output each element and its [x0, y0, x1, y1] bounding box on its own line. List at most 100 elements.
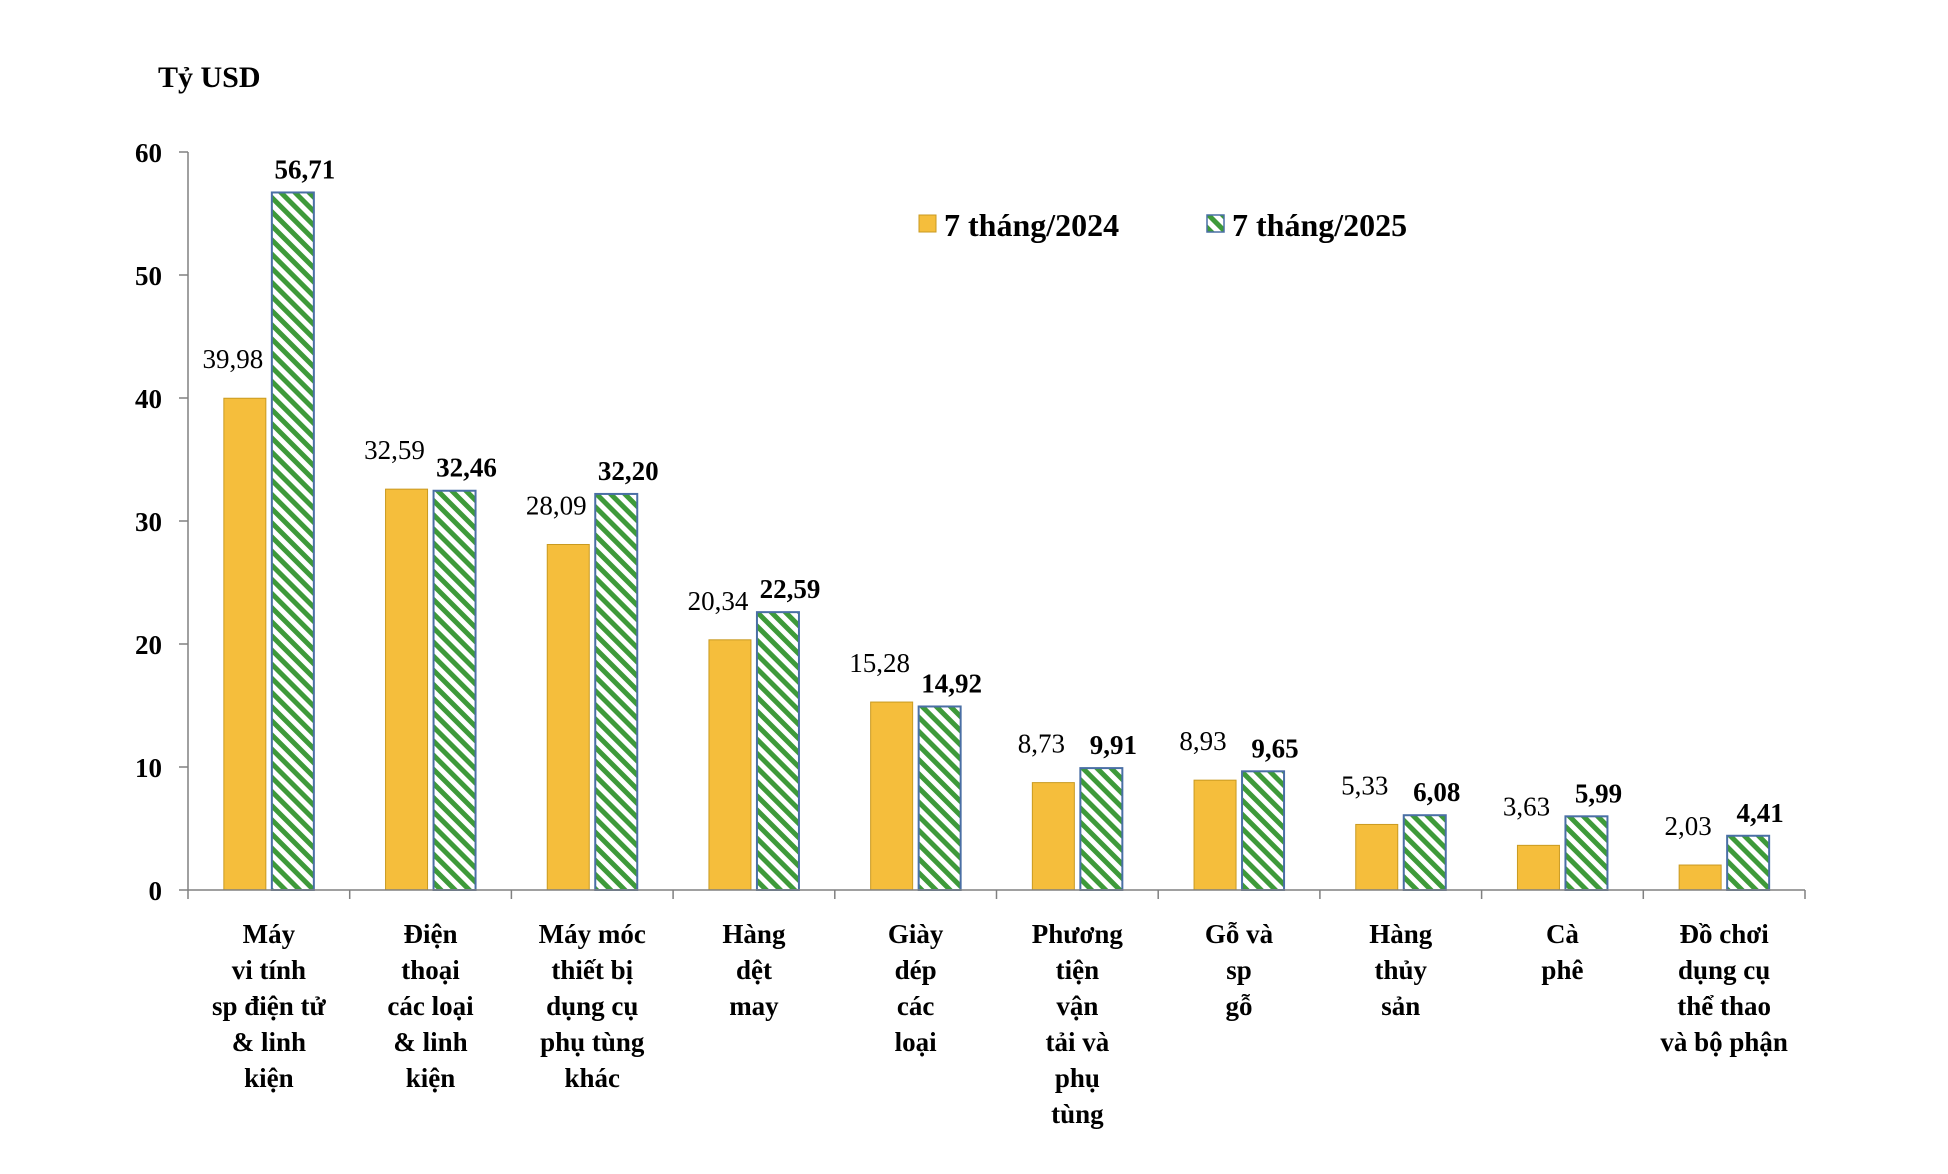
- bars-group: [223, 191, 1771, 892]
- x-category-label-line: loại: [895, 1027, 938, 1057]
- legend-swatch-2024: [918, 214, 937, 233]
- x-category-label: Đồ chơi dụng cụ thể thao và bộ phận: [1660, 919, 1788, 1057]
- bar-2024: [1031, 782, 1075, 891]
- y-axis: 0 10 20 30 40 50 60: [135, 138, 189, 906]
- bar-2025: [1241, 770, 1286, 891]
- x-category-label-line: may: [729, 991, 779, 1021]
- data-label-2025: 56,71: [274, 154, 335, 184]
- x-category-label-line: tải và: [1045, 1027, 1109, 1057]
- x-category-label: Máy móc thiết bị dụng cụ phụ tùng khác: [539, 919, 646, 1093]
- bar-2024: [546, 543, 590, 891]
- x-category-label-line: kiện: [406, 1063, 456, 1093]
- legend-label-2025: 7 tháng/2025: [1232, 207, 1407, 243]
- y-tick-label: 60: [135, 138, 162, 168]
- x-category-label-line: Hàng: [1369, 919, 1433, 949]
- y-tick-label: 10: [135, 753, 162, 783]
- x-category-label-line: các: [897, 991, 934, 1021]
- x-category-label: Máy vi tính sp điện tử & linh kiện: [212, 919, 327, 1093]
- legend-swatch-2025: [1206, 214, 1225, 233]
- bar-2024: [223, 397, 267, 891]
- x-category-label-line: các loại: [387, 991, 474, 1021]
- x-category-label: Gỗ và sp gỗ: [1205, 919, 1274, 1021]
- x-category-label-line: sp: [1226, 955, 1252, 985]
- x-category-label: Cà phê: [1541, 919, 1583, 985]
- data-label-2025: 6,08: [1413, 777, 1460, 807]
- x-category-label-line: thoại: [401, 955, 460, 985]
- x-category-label-line: Máy móc: [539, 919, 646, 949]
- bar-2025: [1564, 815, 1609, 891]
- x-category-label-line: vận: [1056, 991, 1098, 1021]
- bar-2025: [755, 611, 800, 891]
- data-label-2024: 3,63: [1503, 791, 1550, 821]
- bar-2024: [1678, 864, 1722, 891]
- data-label-2025: 9,91: [1090, 730, 1137, 760]
- bar-2025: [1402, 814, 1447, 891]
- y-tick-label: 30: [135, 507, 162, 537]
- bar-2025: [270, 191, 315, 892]
- data-label-2025: 4,41: [1737, 798, 1784, 828]
- x-category-label-line: & linh: [232, 1027, 306, 1057]
- x-category-label-line: Điện: [404, 919, 458, 949]
- data-label-2024: 2,03: [1665, 811, 1712, 841]
- x-category-label: Phương tiện vận tải và phụ tùng: [1032, 919, 1124, 1129]
- data-label-2024: 5,33: [1341, 770, 1388, 800]
- data-label-2024: 8,93: [1179, 726, 1226, 756]
- x-category-label-line: Phương: [1032, 919, 1124, 949]
- data-label-2024: 20,34: [688, 586, 749, 616]
- x-category-label-line: thủy: [1374, 955, 1427, 985]
- value-labels-group: 39,98 56,71 32,59 32,46 28,09 32,20 20,34 22,59…: [202, 154, 1783, 841]
- data-label-2025: 14,92: [921, 668, 982, 698]
- x-category-label-line: dụng cụ: [1678, 955, 1770, 985]
- bar-2024: [1516, 844, 1560, 891]
- x-category-label-line: tùng: [1051, 1099, 1104, 1129]
- x-category-label-line: thiết bị: [551, 955, 633, 985]
- bar-2024: [1193, 779, 1237, 891]
- x-category-label: Điện thoại các loại & linh kiện: [387, 919, 474, 1093]
- x-axis: Máy vi tính sp điện tử & linh kiện Điện thoại c…: [187, 889, 1806, 1129]
- x-category-label-line: Hàng: [722, 919, 786, 949]
- x-category-label-line: khác: [564, 1063, 620, 1093]
- bar-2025: [1726, 834, 1771, 892]
- data-label-2024: 8,73: [1018, 729, 1065, 759]
- x-category-label-line: vi tính: [232, 955, 306, 985]
- x-category-label: Hàng dệt may: [722, 919, 786, 1021]
- bar-2025: [432, 489, 477, 891]
- x-category-label-line: Đồ chơi: [1680, 919, 1770, 949]
- x-category-label-line: dép: [895, 955, 937, 985]
- x-category-label-line: Máy: [243, 919, 296, 949]
- x-category-label: Hàng thủy sản: [1369, 919, 1433, 1021]
- y-tick-label: 40: [135, 384, 162, 414]
- x-category-label-line: Cà: [1546, 919, 1579, 949]
- x-category-label-line: Gỗ và: [1205, 919, 1274, 949]
- y-tick-label: 20: [135, 630, 162, 660]
- bar-2025: [1079, 767, 1124, 891]
- x-category-label-line: thể thao: [1677, 991, 1771, 1021]
- bar-2024: [708, 639, 752, 891]
- x-category-label: Giày dép các loại: [888, 919, 944, 1057]
- x-category-label-line: dệt: [736, 955, 772, 985]
- x-category-label-line: kiện: [244, 1063, 294, 1093]
- data-label-2025: 32,20: [598, 456, 659, 486]
- y-tick-label: 50: [135, 261, 162, 291]
- y-tick-label: 0: [149, 876, 163, 906]
- bar-2024: [1355, 823, 1399, 891]
- x-category-label-line: & linh: [393, 1027, 467, 1057]
- y-axis-unit-label: Tỷ USD: [158, 61, 261, 94]
- bar-2024: [870, 701, 914, 891]
- x-category-label-line: gỗ: [1226, 991, 1253, 1021]
- data-label-2024: 15,28: [849, 648, 910, 678]
- x-category-label-line: sản: [1381, 991, 1420, 1021]
- x-category-label-line: và bộ phận: [1660, 1027, 1788, 1057]
- bar-2024: [385, 488, 429, 891]
- bar-2025: [594, 492, 639, 891]
- x-category-label-line: Giày: [888, 919, 944, 949]
- legend-label-2024: 7 tháng/2024: [944, 207, 1119, 243]
- x-category-label-line: sp điện tử: [212, 991, 327, 1021]
- x-category-label-line: phụ tùng: [540, 1027, 645, 1057]
- legend: 7 tháng/2024 7 tháng/2025: [918, 207, 1407, 243]
- data-label-2025: 5,99: [1575, 778, 1622, 808]
- x-category-label-line: phụ: [1055, 1063, 1100, 1093]
- x-category-label-line: phê: [1541, 955, 1583, 985]
- x-category-label-line: tiện: [1056, 955, 1100, 985]
